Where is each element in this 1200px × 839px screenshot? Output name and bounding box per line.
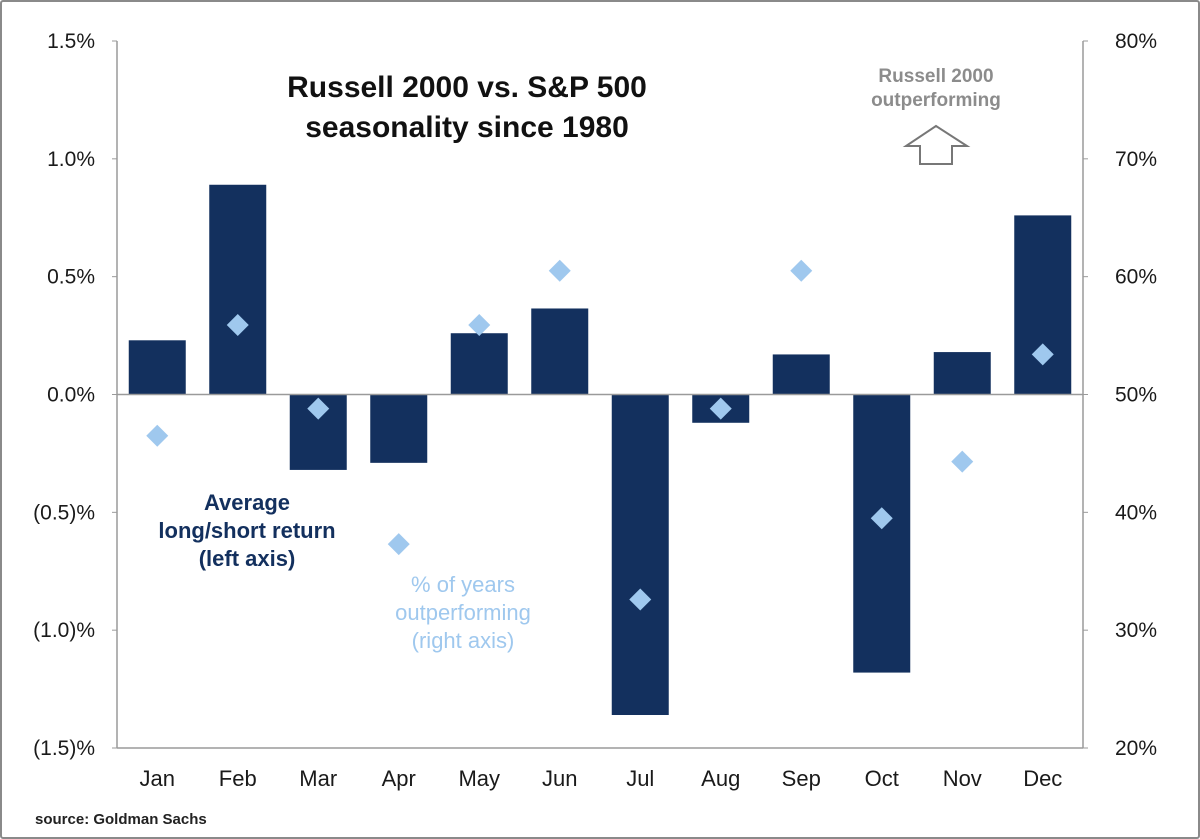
bar-jun [531, 308, 589, 395]
diamond-jun [548, 259, 571, 282]
arrow-label-line-2: outperforming [871, 90, 1001, 111]
arrow-label-line-1: Russell 2000 [878, 66, 993, 87]
bar-apr [370, 394, 428, 463]
x-tick-label: Apr [382, 766, 416, 791]
left-tick-label: 1.5% [47, 30, 95, 53]
bar-sep [772, 354, 830, 395]
left-tick-label: 0.0% [47, 384, 95, 407]
x-tick-label: Aug [701, 766, 740, 791]
diamond-label-line-3: (right axis) [412, 628, 515, 653]
bar-jan [128, 340, 186, 395]
x-tick-label: Jan [140, 766, 175, 791]
x-tick-label: Jun [542, 766, 577, 791]
x-tick-label: Dec [1023, 766, 1062, 791]
right-tick-label: 30% [1115, 619, 1157, 642]
chart-title-line-1: Russell 2000 vs. S&P 500 [287, 71, 647, 104]
bar-label-line-2: long/short return [158, 518, 335, 543]
right-tick-label: 40% [1115, 501, 1157, 524]
bar-jul [611, 394, 669, 716]
right-tick-label: 80% [1115, 30, 1157, 53]
right-tick-label: 50% [1115, 384, 1157, 407]
bar-feb [209, 184, 267, 395]
left-tick-label: (0.5)% [33, 501, 95, 524]
diamond-oct [870, 507, 893, 530]
source-note: source: Goldman Sachs [35, 811, 207, 828]
diamond-jan [146, 424, 169, 447]
diamond-apr [387, 533, 410, 556]
x-tick-label: Sep [782, 766, 821, 791]
x-tick-label: Mar [299, 766, 337, 791]
diamond-mar [307, 397, 330, 420]
left-tick-label: (1.0)% [33, 619, 95, 642]
diamond-dec [1031, 343, 1054, 366]
diamond-may [468, 313, 491, 336]
left-tick-label: 1.0% [47, 148, 95, 171]
bar-label-line-3: (left axis) [199, 546, 296, 571]
diamond-label-line-1: % of years [411, 572, 515, 597]
bar-dec [1014, 215, 1072, 395]
chart-title-line-2: seasonality since 1980 [305, 111, 629, 144]
diamond-label-line-2: outperforming [395, 600, 531, 625]
diamond-nov [951, 450, 974, 473]
x-tick-label: Jul [626, 766, 654, 791]
right-tick-label: 70% [1115, 148, 1157, 171]
x-tick-label: May [458, 766, 500, 791]
left-tick-label: (1.5)% [33, 737, 95, 760]
up-arrow-icon [902, 124, 971, 165]
left-tick-label: 0.5% [47, 266, 95, 289]
bar-oct [853, 394, 911, 673]
x-tick-label: Oct [865, 766, 899, 791]
bar-nov [933, 352, 991, 395]
diamond-jul [629, 588, 652, 611]
right-tick-label: 20% [1115, 737, 1157, 760]
diamond-sep [790, 259, 813, 282]
bar-label-line-1: Average [204, 490, 290, 515]
diamond-feb [226, 313, 249, 336]
x-tick-label: Nov [943, 766, 982, 791]
bar-may [450, 333, 508, 395]
right-tick-label: 60% [1115, 266, 1157, 289]
x-tick-label: Feb [219, 766, 257, 791]
diamond-aug [709, 397, 732, 420]
